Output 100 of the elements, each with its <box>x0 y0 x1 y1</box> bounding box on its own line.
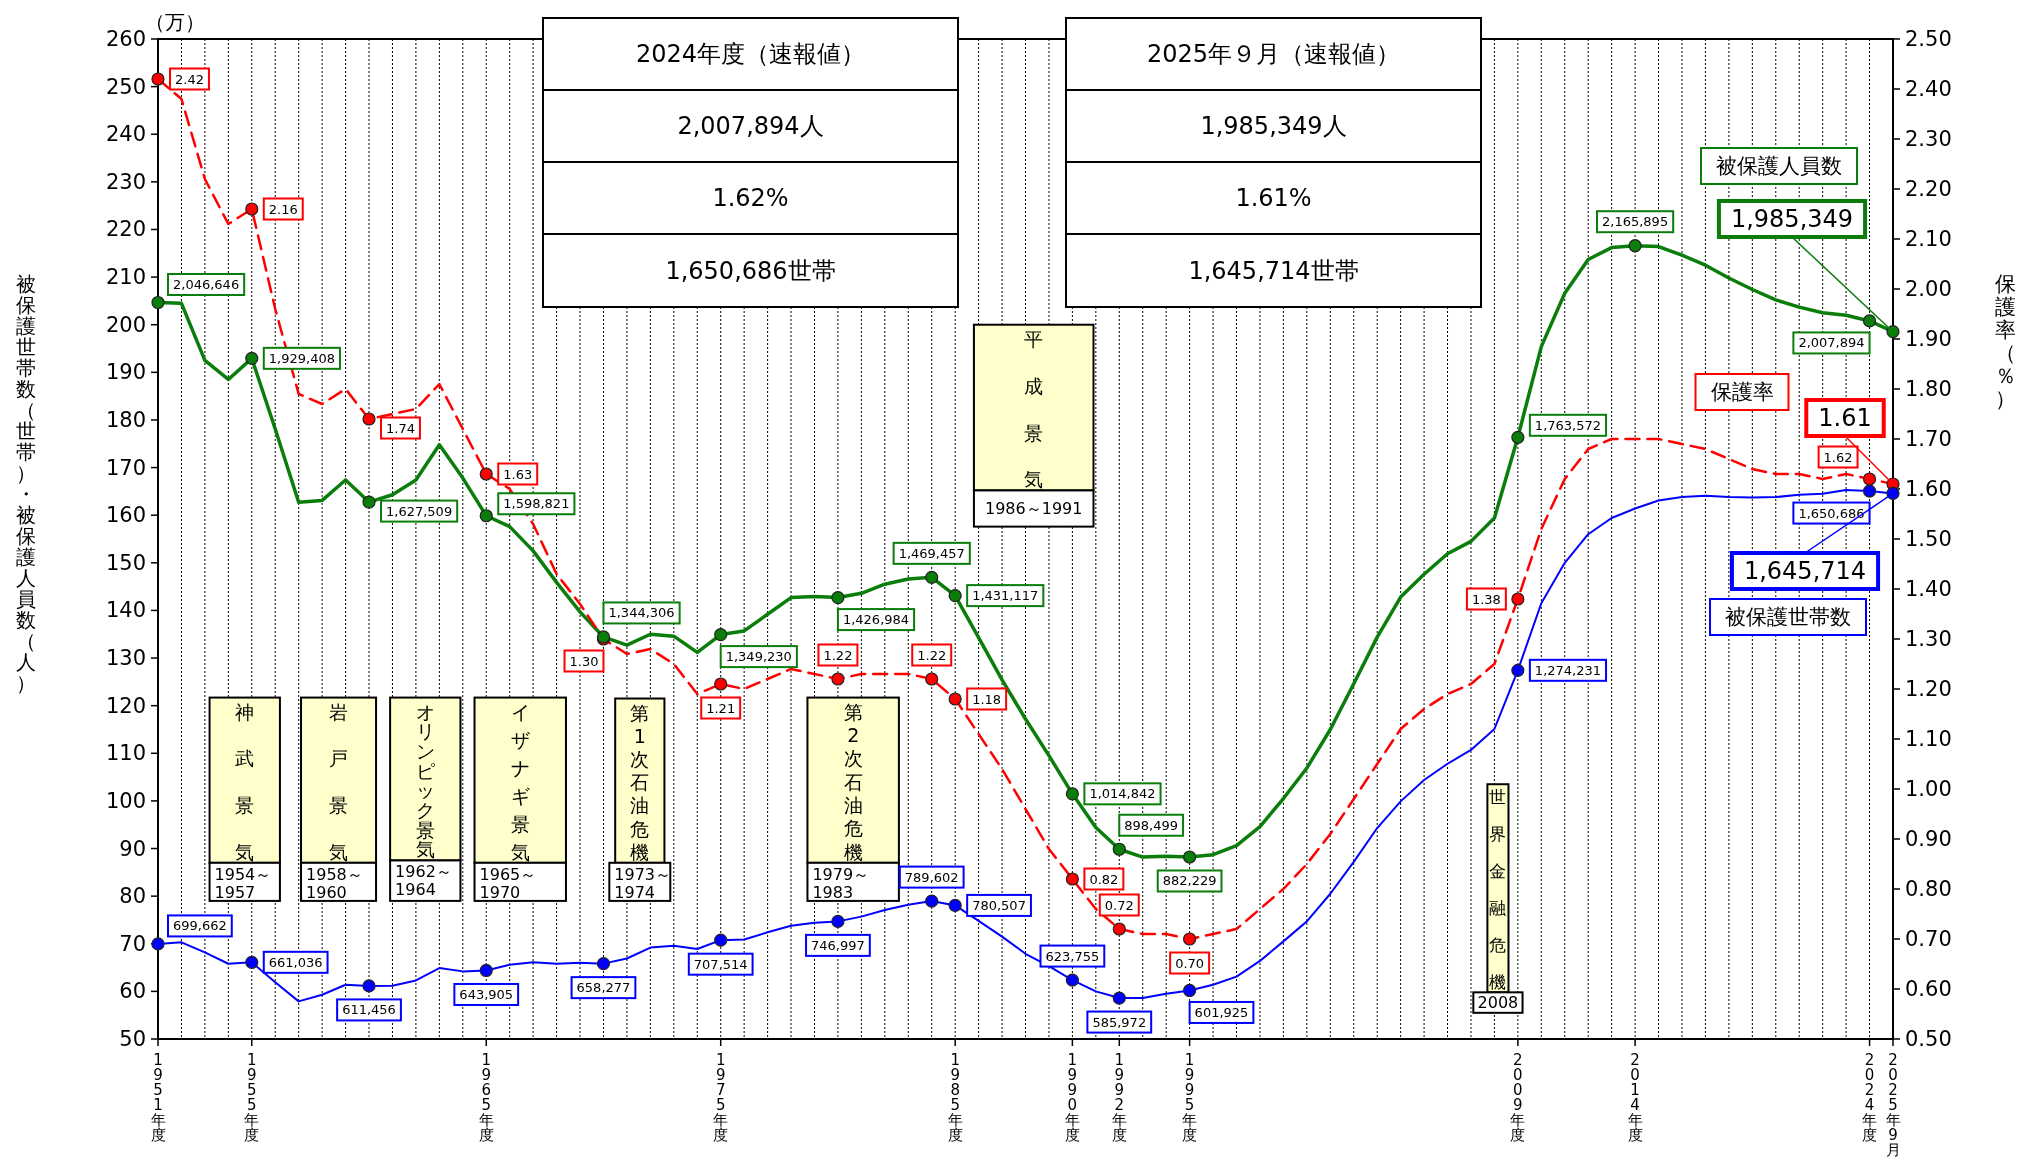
x-tick-label: 2025年9月 <box>1885 1051 1901 1159</box>
y-tick-label: 60 <box>119 979 146 1004</box>
y-tick-label: 120 <box>105 693 146 718</box>
data-label: 1.62 <box>1823 449 1853 465</box>
y2-tick-label: 1.30 <box>1905 627 1952 651</box>
annotation: 1,014,842 <box>1089 786 1156 802</box>
annotation: 1,645,714 <box>1743 557 1867 585</box>
annotation: 661,036 <box>268 954 323 970</box>
y-tick-label: 190 <box>105 360 146 385</box>
y-tick-label: 230 <box>105 169 146 194</box>
annotation: 1,426,984 <box>842 612 910 628</box>
annotation: オリンピック景気 <box>415 700 435 861</box>
y-tick-label: 180 <box>105 407 146 432</box>
data-label: 1.38 <box>1471 591 1501 607</box>
annotation: 1,985,349人 <box>1200 112 1347 140</box>
y2-tick-label: 1.70 <box>1905 427 1952 451</box>
picture-period-box: 世界金融危機 2008 <box>1472 783 1524 1014</box>
y2-tick-label: 1.10 <box>1905 727 1952 751</box>
annotation: 1,985,349 <box>1730 205 1854 233</box>
data-label: 2.42 <box>175 71 204 87</box>
y-tick-label: 140 <box>105 598 146 623</box>
y-tick-label: 240 <box>105 122 146 147</box>
annotation: 1,627,509 <box>386 503 453 519</box>
y2-tick-label: 1.60 <box>1905 477 1952 501</box>
annotation: イザナギ景気 <box>510 700 530 863</box>
x-tick-label: 1995年度 <box>1182 1051 1198 1144</box>
annotation: 1,431,117 <box>972 588 1039 604</box>
x-tick-label: 1955年度 <box>244 1051 260 1144</box>
annotation: 780,507 <box>972 897 1026 913</box>
annotation: 1,645,714世帯 <box>1188 256 1359 285</box>
text: （万） <box>145 10 205 34</box>
annotation: 585,972 <box>1092 1014 1147 1030</box>
y2-axis-title: 保護率（％） <box>1994 271 2016 411</box>
data-label: 0.82 <box>1089 871 1119 887</box>
annotation: 世界金融危機 <box>1489 787 1507 993</box>
y-tick-label: 110 <box>105 741 146 766</box>
text: 被保護人員数 <box>1716 154 1842 178</box>
annotation: 2,007,894人 <box>677 112 824 140</box>
x-tick-label: 2014年度 <box>1627 1051 1643 1144</box>
data-label: 0.72 <box>1104 897 1134 913</box>
annotation: 第2次石油危機 <box>843 700 863 863</box>
annotation: 707,514 <box>693 956 748 972</box>
annotation: 2,165,895 <box>1602 214 1669 230</box>
data-label: 1.74 <box>386 420 415 436</box>
annotation: 1979～1983 <box>812 864 870 902</box>
y2-tick-label: 1.80 <box>1905 377 1952 401</box>
data-label: 1.30 <box>569 653 599 669</box>
y2-tick-label: 2.20 <box>1905 177 1952 201</box>
y2-tick-label: 0.60 <box>1905 977 1952 1001</box>
y2-tick-label: 2.30 <box>1905 127 1952 151</box>
annotation: 1,349,230 <box>725 649 792 665</box>
annotation: 1,650,686 <box>1798 505 1865 521</box>
data-label: 2.16 <box>268 201 298 217</box>
annotation: 611,456 <box>342 1002 396 1018</box>
y-tick-label: 50 <box>119 1027 146 1051</box>
y2-tick-label: 1.40 <box>1905 577 1952 601</box>
data-label: 1.22 <box>823 647 853 663</box>
data-label: 0.70 <box>1175 955 1205 971</box>
data-label: 1.63 <box>503 466 533 482</box>
annotation: 658,277 <box>576 980 631 996</box>
annotation: 1,763,572 <box>1534 417 1602 433</box>
data-label: 1.22 <box>917 647 947 663</box>
y2-tick-label: 2.00 <box>1905 277 1952 301</box>
y-tick-label: 130 <box>105 646 146 671</box>
annotation: 2,046,646 <box>173 277 240 292</box>
data-label: 1.21 <box>706 700 736 716</box>
text: 被保護世帯数 <box>1725 605 1851 629</box>
annotation: 623,755 <box>1045 948 1100 964</box>
annotation: 789,602 <box>904 869 959 885</box>
annotation: 1973～1974 <box>614 864 672 902</box>
y-tick-label: 200 <box>105 312 146 337</box>
text: 保護率 <box>1710 380 1774 404</box>
y-tick-label: 250 <box>105 74 146 99</box>
annotation: 1962～1964 <box>395 862 452 900</box>
annotation: 1,650,686世帯 <box>665 256 836 285</box>
annotation: 1965～1970 <box>479 864 537 902</box>
annotation: 882,229 <box>1162 873 1217 889</box>
y2-tick-label: 1.50 <box>1905 527 1952 551</box>
annotation: 1,929,408 <box>268 350 335 366</box>
annotation: 746,997 <box>811 937 865 953</box>
annotation: 1.61% <box>1235 184 1312 212</box>
annotation: 898,499 <box>1124 817 1179 833</box>
y-tick-label: 150 <box>105 550 146 575</box>
y-tick-label: 160 <box>105 503 146 528</box>
data-label: 1.18 <box>972 691 1002 707</box>
x-tick-label: 1951年度 <box>150 1051 166 1144</box>
annotation: 1,344,306 <box>608 605 675 621</box>
y2-tick-label: 1.20 <box>1905 677 1952 701</box>
y-tick-label: 80 <box>119 884 146 909</box>
annotation: 1,274,231 <box>1534 662 1602 678</box>
x-tick-label: 2009年度 <box>1510 1051 1526 1144</box>
data-label: 1.61 <box>1818 404 1872 432</box>
y2-tick-label: 0.50 <box>1905 1027 1952 1051</box>
annotation: 2008 <box>1477 993 1519 1013</box>
y2-tick-label: 2.40 <box>1905 77 1952 101</box>
x-tick-label: 2024年度 <box>1862 1051 1878 1144</box>
annotation: 2024年度（速報値） <box>635 40 866 68</box>
y-tick-label: 90 <box>119 836 146 861</box>
annotation: 601,925 <box>1194 1004 1249 1020</box>
x-tick-label: 1975年度 <box>713 1051 729 1144</box>
